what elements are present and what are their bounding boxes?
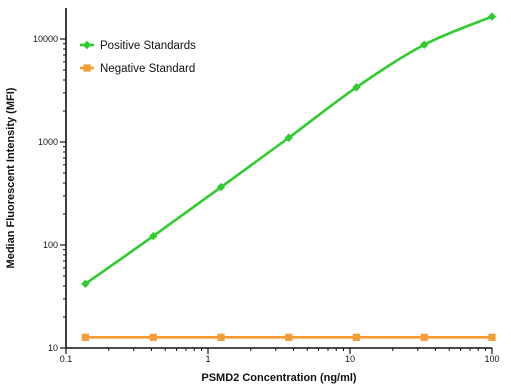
- data-point: [487, 12, 497, 21]
- data-point: [352, 333, 361, 341]
- y-axis-title: Median Fluorescent Intensity (MFI): [5, 87, 17, 268]
- data-point: [488, 333, 496, 341]
- axes: [65, 8, 492, 349]
- y-axis-ticks: 10 100 1000 10000: [33, 34, 66, 353]
- x-tick-label: 1: [205, 354, 210, 364]
- data-point: [285, 333, 293, 341]
- x-tick-label: 10: [345, 354, 355, 364]
- series-layer: [81, 12, 497, 341]
- legend-marker: [82, 40, 92, 50]
- legend-label: Negative Standard: [100, 63, 195, 75]
- data-point: [81, 333, 90, 341]
- legend-item: Negative Standard: [80, 63, 195, 75]
- x-tick-label: 0.1: [60, 354, 73, 364]
- series-2: [81, 333, 496, 341]
- series-line: [84, 15, 493, 285]
- data-point: [217, 333, 225, 341]
- y-tick-label: 10: [48, 343, 58, 353]
- data-point: [216, 182, 226, 192]
- data-point: [284, 133, 293, 142]
- series-1: [81, 12, 497, 289]
- data-point: [149, 333, 157, 341]
- legend-item: Positive Standards: [80, 40, 196, 52]
- x-tick-label: 100: [484, 354, 499, 364]
- legend-label: Positive Standards: [100, 40, 196, 52]
- legend: Positive Standards Negative Standard: [80, 40, 196, 75]
- y-tick-label: 100: [43, 240, 58, 250]
- y-tick-label: 10000: [33, 34, 58, 44]
- legend-marker: [83, 64, 91, 72]
- data-point: [420, 40, 429, 49]
- x-axis-ticks: 0.1 1 10 100: [60, 348, 500, 364]
- data-point: [149, 231, 158, 241]
- data-point: [81, 279, 90, 289]
- data-point: [420, 333, 428, 341]
- y-tick-label: 1000: [38, 137, 58, 147]
- x-axis-title: PSMD2 Concentration (ng/ml): [201, 372, 357, 384]
- data-point: [352, 83, 361, 92]
